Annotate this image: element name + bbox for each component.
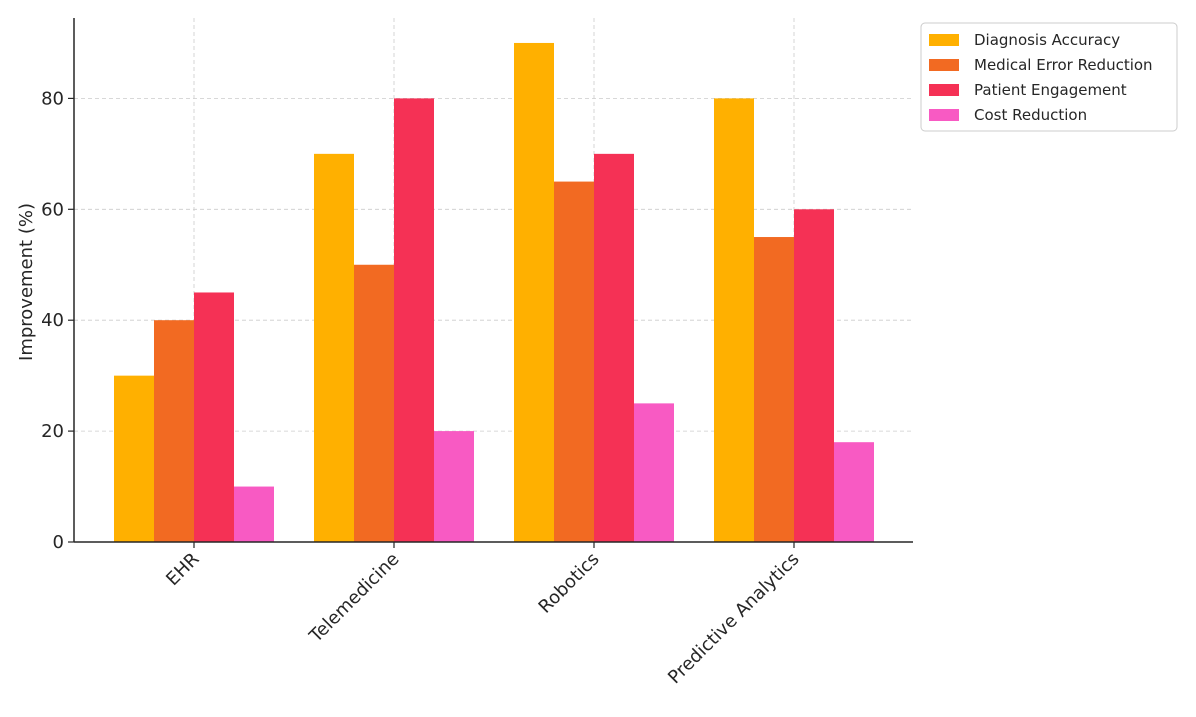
legend: Diagnosis Accuracy Medical Error Reductio… <box>920 22 1178 132</box>
bar <box>634 403 674 542</box>
legend-swatch <box>929 59 959 71</box>
y-axis-label: Improvement (%) <box>16 203 37 361</box>
bar <box>394 98 434 543</box>
bar <box>354 264 394 542</box>
bar <box>594 153 634 542</box>
bar <box>234 486 274 542</box>
bar <box>154 320 194 542</box>
legend-swatch <box>929 84 959 96</box>
y-tick-label: 80 <box>41 88 64 109</box>
y-tick-label: 40 <box>41 310 64 331</box>
y-tick-label: 60 <box>41 199 64 220</box>
bar <box>314 153 354 542</box>
axes-layer <box>73 18 913 543</box>
legend-label: Patient Engagement <box>974 81 1127 99</box>
x-tick-label: Robotics <box>535 549 604 618</box>
x-tick-label: Predictive Analytics <box>664 549 803 688</box>
y-ticks: 0 20 40 60 80 <box>41 88 74 553</box>
x-tick-label: Telemedicine <box>305 549 404 648</box>
legend-box <box>920 22 1178 132</box>
legend-label: Medical Error Reduction <box>974 56 1153 74</box>
y-tick-label: 20 <box>41 421 64 442</box>
bar <box>754 237 794 542</box>
bar <box>554 181 594 542</box>
x-ticks: EHR Telemedicine Robotics Predictive Analyt… <box>162 542 804 688</box>
legend-swatch <box>929 109 959 121</box>
y-tick-label: 0 <box>53 532 64 553</box>
bar <box>194 292 234 542</box>
bar <box>434 431 474 542</box>
bar <box>514 42 554 542</box>
bar <box>114 375 154 542</box>
bar <box>834 442 874 542</box>
bar <box>714 98 754 543</box>
legend-label: Diagnosis Accuracy <box>974 31 1120 49</box>
bars-layer <box>114 42 874 543</box>
legend-label: Cost Reduction <box>974 106 1087 124</box>
bar <box>794 209 834 543</box>
legend-swatch <box>929 34 959 46</box>
x-tick-label: EHR <box>162 549 203 590</box>
